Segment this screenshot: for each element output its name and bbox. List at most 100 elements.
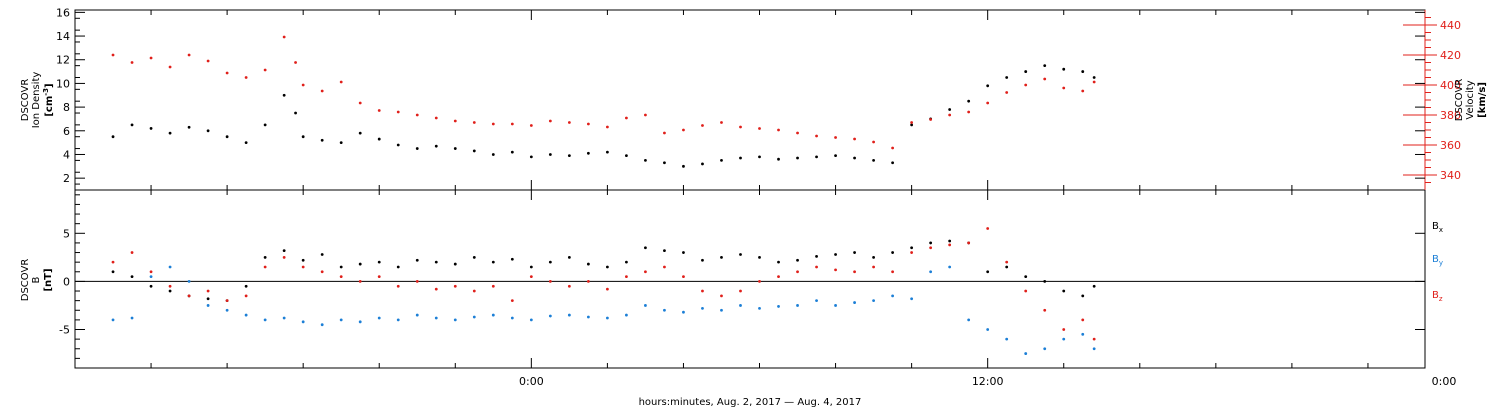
b-tick-label: 0 [63,275,70,288]
bottom-series-0-point [1081,294,1085,298]
velocity-tick-label: 400 [1440,79,1461,92]
b-tick-label: -5 [59,324,70,337]
top-1-series-0-point [491,122,495,126]
bottom-series-0-point [453,262,457,266]
bottom-series-2-point [510,299,514,303]
top-1-series-0-point [434,116,438,120]
bottom-series-2-point [644,270,647,274]
top-1-series-0-point [853,137,856,141]
top-0-series-0-point [1005,76,1009,79]
bottom-series-1-point [872,299,875,303]
time-tick-label: 12:00 [972,375,1004,388]
bottom-series-0-point [948,239,952,243]
bottom-series-0-point [929,241,933,245]
top-1-series-0-point [320,89,324,93]
velocity-tick-label: 440 [1440,19,1461,32]
top-panel-frame [74,9,1426,191]
top-1-series-0-point [1005,91,1009,94]
bottom-series-0-point [206,297,210,301]
bottom-series-2-point [948,243,952,247]
bottom-series-0-point [720,255,723,259]
top-1-series-0-point [1024,83,1028,87]
bottom-series-1-point [758,306,761,310]
bottom-series-2-point [396,284,400,288]
top-0-series-0-point [1081,70,1085,73]
bottom-series-0-point [1062,289,1066,293]
bottom-series-2-point [206,289,210,293]
top-1-series-0-point [834,136,837,139]
top-0-series-0-point [396,143,400,147]
top-1-series-0-point [130,61,134,64]
bottom-series-2-point [834,268,837,272]
top-0-series-0-point [796,156,799,160]
bottom-series-2-point [567,284,571,288]
bottom-series-2-point [244,294,248,298]
b-ylabel: DSCOVR B [nT] [20,259,54,302]
bottom-series-1-point [130,316,134,320]
bottom-series-0-point [130,275,134,278]
legend-bz: Bz [1432,290,1443,303]
density-ylabel-line2: Ion Density [31,72,42,129]
b-axis-ticks: -5 0 5 [59,194,1425,359]
top-0-series-0-point [758,155,761,159]
bottom-series-0-point [434,260,438,264]
bottom-series-1-point [663,308,666,312]
top-1-series-0-point [910,121,914,124]
bottom-series-0-point [111,270,115,274]
bottom-series-2-point [263,265,267,269]
bottom-series-0-point [548,260,552,264]
top-1-series-0-point [644,113,647,117]
bottom-series-0-point [796,258,799,262]
top-1-series-0-point [701,124,704,127]
bottom-series-2-point [358,280,362,283]
bottom-series-2-point [130,251,134,254]
bottom-series-1-point [682,310,685,314]
top-1-series-0-point [986,101,990,105]
bottom-series-0-point [891,251,895,254]
top-1-series-0-point [739,125,742,129]
bottom-series-0-point [644,246,647,250]
bottom-series-1-point [206,304,210,307]
bottom-series-0-point [605,265,609,269]
bottom-series-0-point [986,270,990,274]
bottom-series-0-point [1005,265,1009,269]
bottom-series-0-point [872,255,875,259]
bottom-series-2-point [1062,328,1066,331]
top-1-series-0-point [206,59,210,63]
velocity-ylabel-line1: DSCOVR [1454,79,1465,122]
bottom-series-2-point [225,299,229,303]
top-1-series-0-point [796,131,799,135]
top-1-series-0-point [929,118,933,121]
bottom-series-2-point [605,287,609,291]
top-1-series-0-point [282,35,286,39]
top-1-series-0-point [529,124,533,127]
bottom-series-1-point [548,314,552,318]
bottom-series-1-point [149,275,153,278]
top-1-series-0-point [872,140,875,144]
bottom-panel-points [111,227,1096,355]
bottom-series-0-point [282,249,286,253]
bottom-series-2-point [1043,308,1047,312]
bottom-series-1-point [320,323,324,327]
bottom-series-0-point [168,289,172,293]
top-0-series-0-point [301,135,305,139]
top-1-series-0-point [1081,89,1085,93]
time-tick-label: 0:00 [519,375,544,388]
top-1-series-0-point [377,109,381,112]
bottom-series-0-point [834,253,837,256]
bottom-series-0-point [320,253,324,256]
bottom-series-1-point [1005,337,1009,341]
top-1-series-0-point [1062,86,1066,90]
top-0-series-0-point [872,158,875,162]
top-0-series-0-point [586,151,590,155]
top-1-series-0-point [967,110,971,114]
b-tick-label: 5 [63,227,70,240]
bottom-series-2-point [625,275,628,278]
top-0-series-0-point [777,157,780,161]
top-1-series-0-point [567,121,571,124]
density-unit: [cm-3] [42,83,55,116]
bottom-series-1-point [396,318,400,322]
bottom-series-0-point [339,265,343,269]
bottom-series-1-point [111,318,115,322]
bottom-series-1-point [244,313,248,317]
